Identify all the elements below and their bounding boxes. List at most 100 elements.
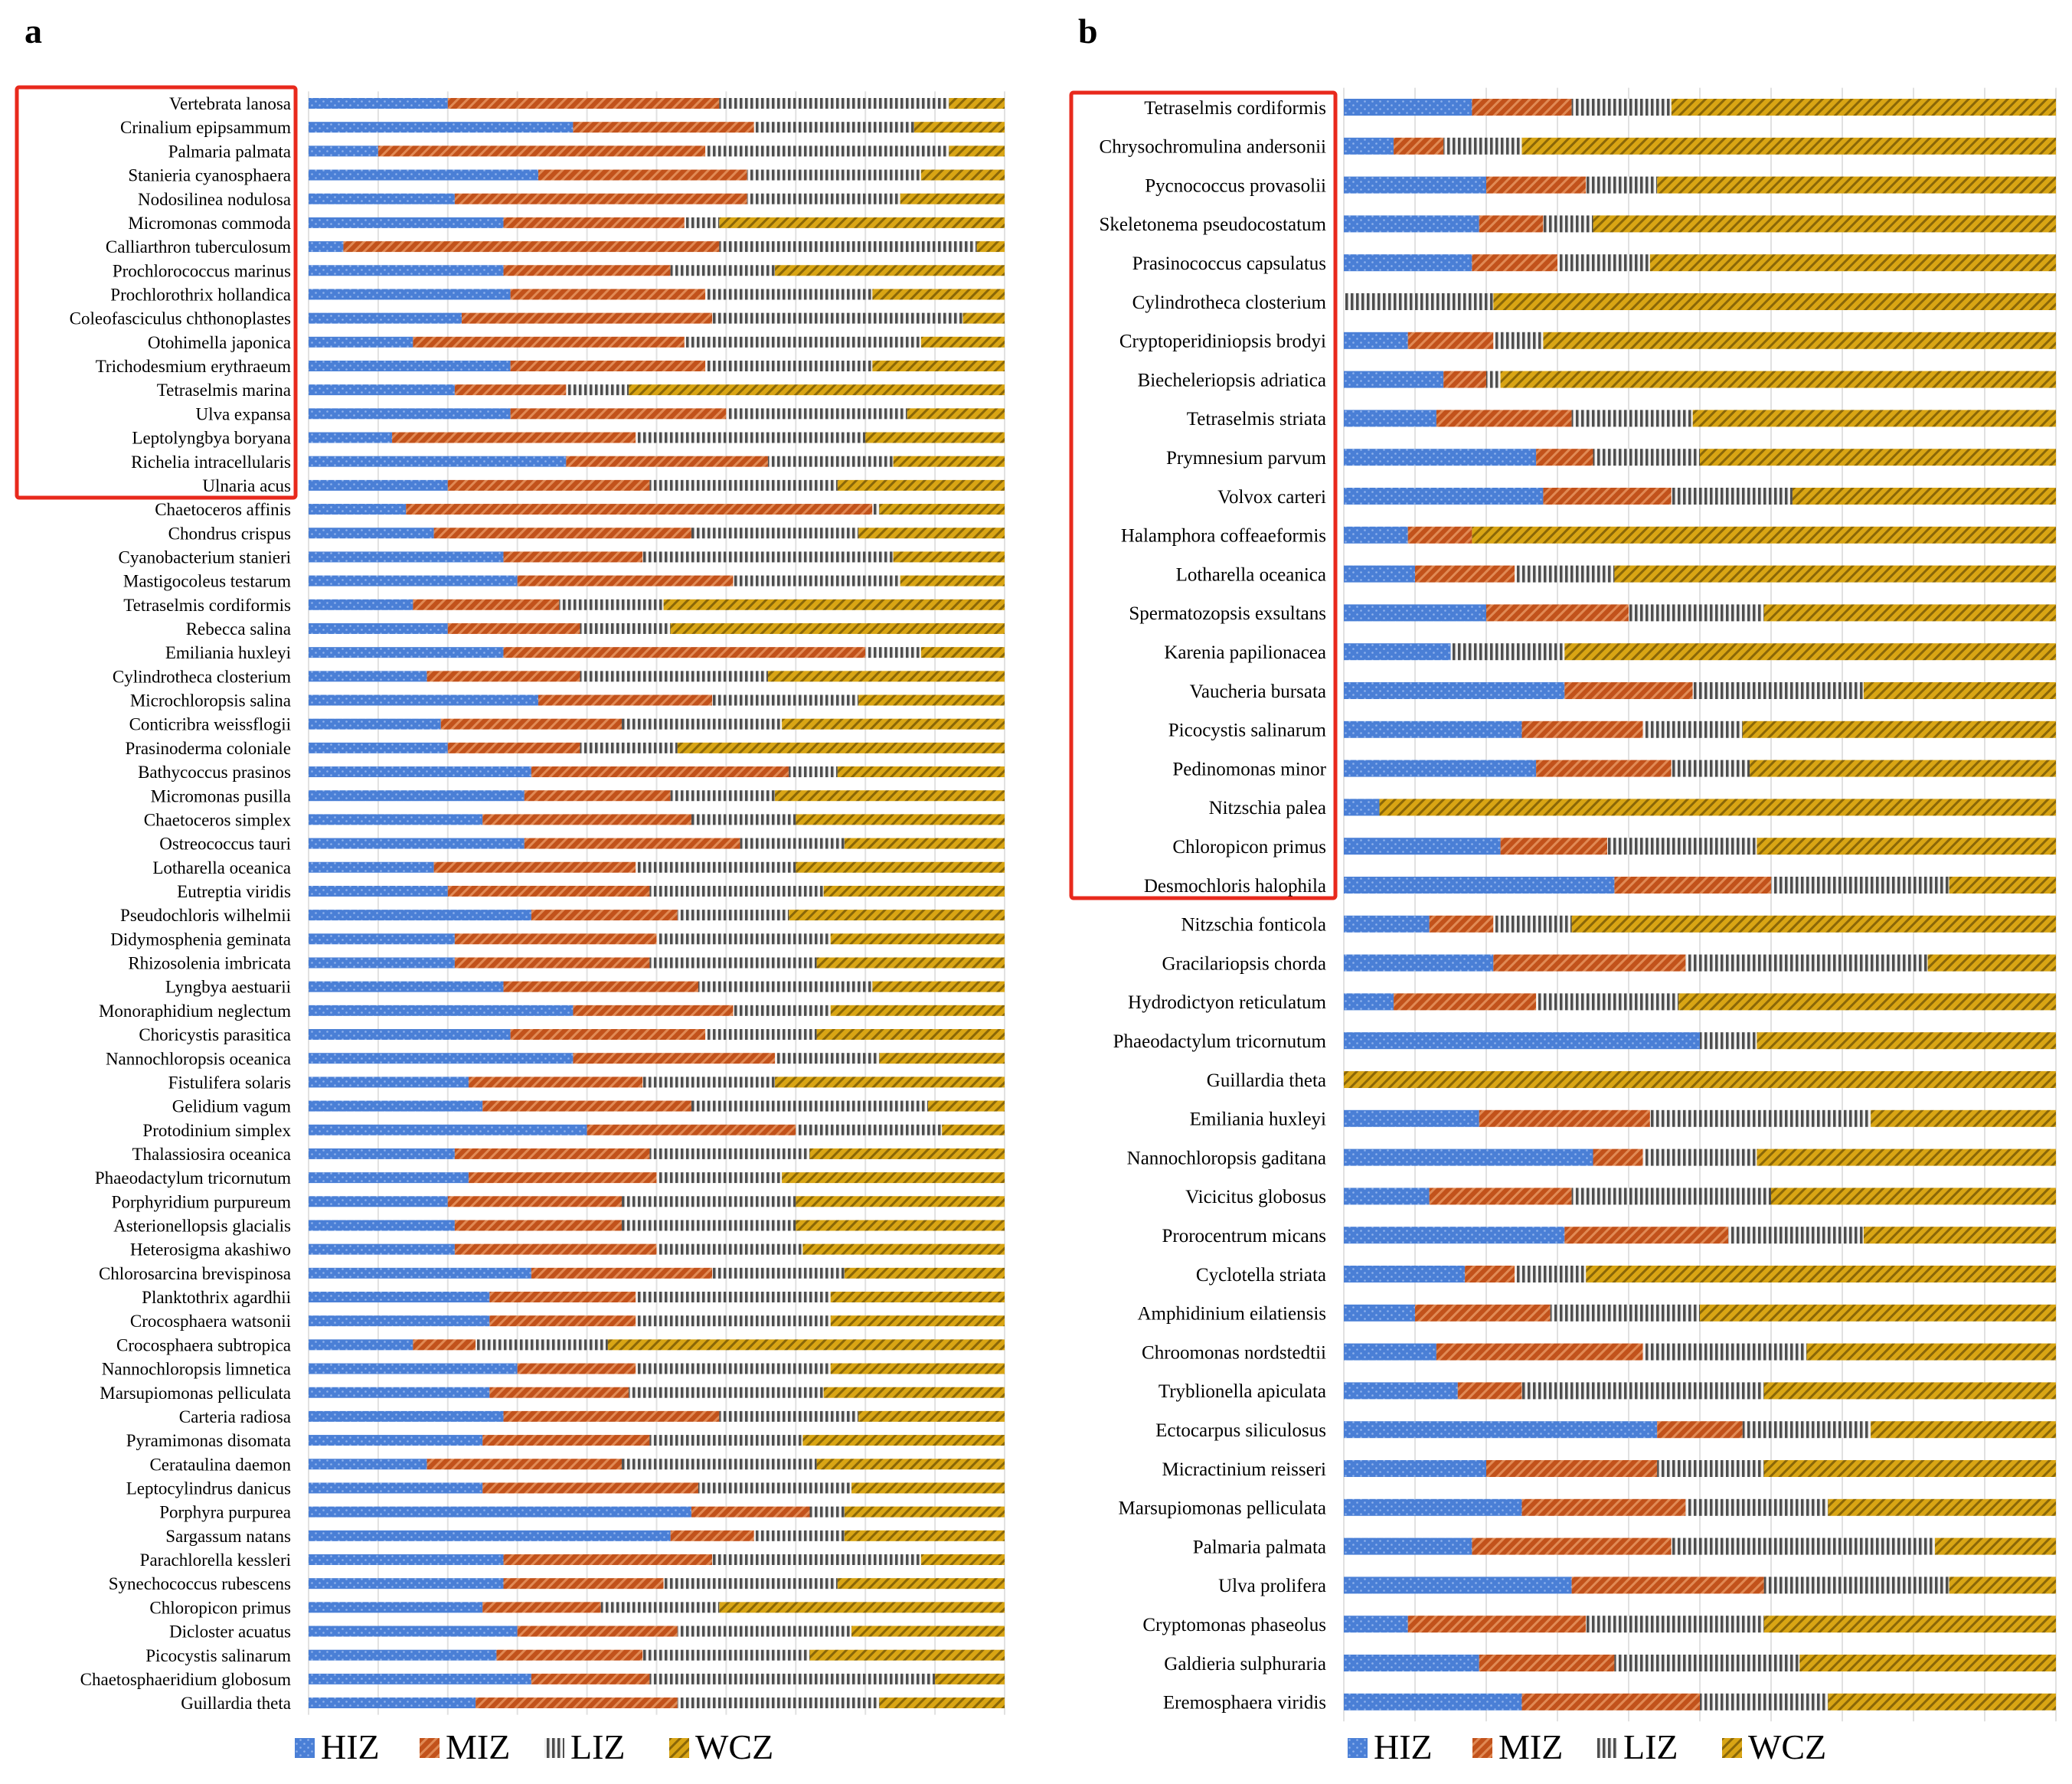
bar-wcz-protodinium-simplex [942, 1124, 1005, 1135]
bar-miz-hydrodictyon-reticulatum [1394, 993, 1537, 1011]
bar-miz-cyanobacterium-stanieri [503, 551, 643, 563]
category-label: Desmochloris halophila [1144, 876, 1326, 897]
category-label: Galdieria sulphuraria [1164, 1654, 1326, 1675]
bar-liz-chloropicon-primus [1607, 838, 1757, 855]
bar-miz-monoraphidium-neglectum [573, 1005, 734, 1016]
category-label: Cerataulina daemon [149, 1455, 291, 1474]
bar-miz-calliarthron-tuberculosum [343, 241, 720, 253]
bar-miz-ulva-prolifera [1571, 1577, 1764, 1594]
bar-hiz-micromonas-commoda [309, 217, 504, 228]
bar-wcz-stanieria-cyanosphaera [920, 169, 1005, 181]
bar-miz-chaetosphaeridium-globosum [531, 1673, 650, 1684]
bar-liz-microchloropsis-salina [712, 694, 859, 706]
category-label: Tryblionella apiculata [1159, 1381, 1326, 1402]
category-label: Picocystis salinarum [1168, 720, 1327, 741]
bar-miz-tetraselmis-cordiformis [1472, 99, 1572, 116]
category-label: Prochlorococcus marinus [113, 261, 291, 280]
bar-hiz-tetraselmis-marina [309, 384, 455, 396]
category-label: Ostreococcus tauri [159, 835, 291, 854]
category-label: Prasinoderma coloniale [125, 739, 291, 758]
bar-hiz-tetraselmis-striata [1344, 410, 1436, 427]
bar-liz-fistulifera-solaris [642, 1077, 776, 1088]
bar-wcz-vaucheria-bursata [1863, 682, 2056, 699]
bar-miz-carteria-radiosa [503, 1410, 720, 1422]
bar-wcz-synechococcus-rubescens [837, 1578, 1005, 1590]
bar-miz-vicicitus-globosus [1429, 1188, 1572, 1205]
category-label: Planktothrix agardhii [142, 1288, 291, 1307]
bar-wcz-asterionellopsis-glacialis [796, 1220, 1005, 1231]
bar-hiz-choricystis-parasitica [309, 1029, 511, 1041]
category-label: Porphyra purpurea [159, 1503, 291, 1522]
category-label: Micromonas pusilla [151, 786, 291, 805]
legend-panel-b: HIZ MIZ LIZ WCZ [1348, 1727, 1826, 1766]
bar-liz-hydrodictyon-reticulatum [1536, 993, 1679, 1011]
bar-wcz-cerataulina-daemon [816, 1459, 1005, 1470]
category-label: Crinalium epipsammum [120, 118, 291, 137]
bar-wcz-heterosigma-akashiwo [802, 1243, 1005, 1255]
bar-wcz-chloropicon-primus [1757, 838, 2056, 855]
bar-hiz-prymnesium-parvum [1344, 449, 1537, 466]
bar-wcz-ulva-prolifera [1949, 1577, 2056, 1594]
bar-liz-pedinomonas-minor [1671, 760, 1750, 777]
bar-miz-prochlorococcus-marinus [503, 265, 671, 276]
bar-liz-chrysochromulina-andersonii [1443, 137, 1522, 155]
bar-hiz-emiliania-huxleyi [309, 647, 504, 658]
bar-liz-desmochloris-halophila [1771, 877, 1949, 894]
bar-wcz-amphidinium-eilatiensis [1700, 1304, 2056, 1322]
panel-a-chart: Vertebrata lanosa Crinalium epipsammum Pal… [15, 85, 1005, 1715]
category-label: Nannochloropsis limnetica [102, 1360, 291, 1379]
bar-wcz-carteria-radiosa [858, 1410, 1005, 1422]
bar-hiz-palmaria-palmata [309, 145, 378, 157]
bar-hiz-gelidium-vagum [309, 1100, 483, 1112]
bar-wcz-micromonas-pusilla [775, 790, 1005, 802]
bar-miz-protodinium-simplex [587, 1124, 796, 1135]
bar-hiz-picocystis-salinarum [309, 1649, 497, 1661]
bar-wcz-mastigocoleus-testarum [900, 575, 1005, 586]
legend-swatch-wcz [669, 1738, 689, 1758]
bar-miz-stanieria-cyanosphaera [538, 169, 747, 181]
bar-wcz-prasinoderma-coloniale [677, 742, 1005, 753]
bar-miz-didymosphenia-geminata [454, 933, 657, 945]
bar-liz-porphyridium-purpureum [622, 1196, 796, 1207]
category-label: Vertebrata lanosa [169, 94, 291, 113]
legend-swatch-miz [1472, 1738, 1492, 1758]
category-label: Tetraselmis striata [1187, 409, 1326, 430]
bar-wcz-vertebrata-lanosa [949, 98, 1005, 109]
bar-miz-palmaria-palmata [377, 145, 706, 157]
bar-liz-cyclotella-striata [1515, 1266, 1587, 1282]
legend-panel-a: HIZ MIZ LIZ WCZ [295, 1727, 773, 1766]
bar-wcz-picocystis-salinarum [809, 1649, 1005, 1661]
category-label: Gracilariopsis chorda [1162, 953, 1326, 974]
category-label: Prorocentrum micans [1162, 1226, 1326, 1247]
bar-wcz-cyanobacterium-stanieri [893, 551, 1005, 563]
bar-liz-trichodesmium-erythraeum [705, 360, 873, 371]
bar-hiz-bathycoccus-prasinos [309, 766, 531, 778]
category-label: Pseudochloris wilhelmii [120, 906, 291, 925]
category-label: Skeletonema pseudocostatum [1100, 214, 1327, 235]
bar-hiz-vertebrata-lanosa [309, 98, 448, 109]
bar-miz-prochlorothrix-hollandica [510, 289, 706, 300]
bar-wcz-tryblionella-apiculata [1763, 1382, 2056, 1400]
bar-hiz-chloropicon-primus [309, 1602, 483, 1613]
bar-miz-choricystis-parasitica [510, 1029, 706, 1041]
bar-wcz-vicicitus-globosus [1771, 1188, 2056, 1205]
category-label: Chondrus crispus [168, 524, 291, 543]
bar-hiz-biecheleriopsis-adriatica [1344, 371, 1444, 388]
category-label: Micromonas commoda [128, 214, 291, 233]
bar-wcz-calliarthron-tuberculosum [976, 241, 1005, 253]
bar-hiz-didymosphenia-geminata [309, 933, 455, 945]
category-label: Monoraphidium neglectum [99, 1001, 291, 1021]
bar-wcz-emiliania-huxleyi [920, 647, 1005, 658]
bar-liz-tetraselmis-striata [1571, 410, 1693, 427]
bar-hiz-crocosphaera-subtropica [309, 1339, 413, 1351]
bar-hiz-synechococcus-rubescens [309, 1578, 504, 1590]
bar-wcz-leptocylindrus-danicus [851, 1482, 1005, 1494]
bar-hiz-phaeodactylum-tricornutum [309, 1172, 469, 1184]
bar-wcz-nannochloropsis-gaditana [1757, 1148, 2056, 1166]
category-label: Chrysochromulina andersonii [1100, 137, 1327, 158]
bar-wcz-cryptomonas-phaseolus [1763, 1616, 2056, 1633]
legend-swatch-hiz [295, 1738, 315, 1758]
bar-miz-galdieria-sulphuraria [1479, 1655, 1615, 1671]
bar-hiz-picocystis-salinarum [1344, 720, 1522, 738]
bar-liz-sargassum-natans [753, 1530, 845, 1541]
